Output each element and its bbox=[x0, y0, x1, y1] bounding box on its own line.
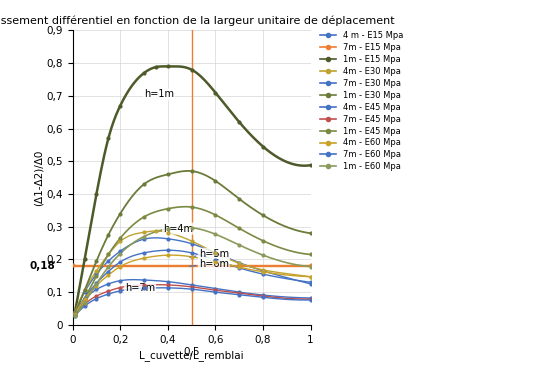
X-axis label: L_cuvette/L_remblai: L_cuvette/L_remblai bbox=[139, 350, 244, 361]
Text: h=5m: h=5m bbox=[199, 249, 229, 259]
Text: h=7m: h=7m bbox=[125, 283, 155, 293]
Text: 0,18: 0,18 bbox=[29, 261, 55, 271]
Text: h=1m: h=1m bbox=[144, 89, 174, 100]
Text: h=4m: h=4m bbox=[163, 224, 193, 233]
Text: 0,5: 0,5 bbox=[183, 347, 200, 357]
Y-axis label: (Δ1-Δ2)/Δ0: (Δ1-Δ2)/Δ0 bbox=[33, 149, 44, 206]
Legend: 4 m - E15 Mpa, 7m - E15 Mpa, 1m - E15 Mpa, 4m - E30 Mpa, 7m - E30 Mpa, 1m - E30 : 4 m - E15 Mpa, 7m - E15 Mpa, 1m - E15 Mp… bbox=[317, 29, 406, 174]
Text: h=6m: h=6m bbox=[199, 259, 229, 268]
Title: Tassement différentiel en fonction de la largeur unitaire de déplacement: Tassement différentiel en fonction de la… bbox=[0, 15, 394, 26]
